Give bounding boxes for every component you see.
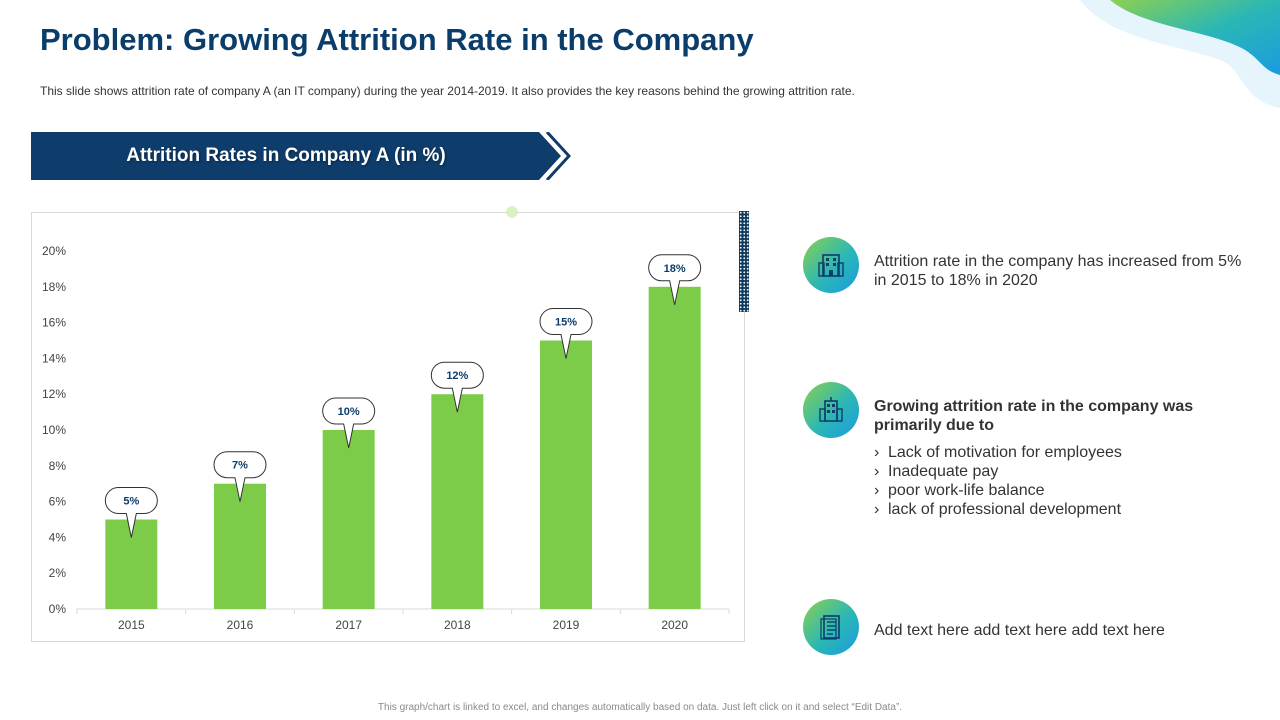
bar <box>540 340 592 609</box>
data-label: 15% <box>555 317 577 329</box>
data-label: 18% <box>664 263 686 275</box>
data-label: 10% <box>338 406 360 418</box>
x-tick-label: 2017 <box>335 618 362 632</box>
info-row-increase: Attrition rate in the company has increa… <box>803 237 1243 293</box>
y-tick-label: 4% <box>49 530 67 544</box>
y-tick-label: 20% <box>42 244 66 258</box>
chart-frame <box>31 212 745 642</box>
y-tick-label: 18% <box>42 280 66 294</box>
data-label-bubble <box>213 451 267 502</box>
info-text-reasons: Growing attrition rate in the company wa… <box>874 397 1244 519</box>
info-row-placeholder: Add text here add text here add text her… <box>803 599 1243 655</box>
list-item: › poor work-life balance <box>874 482 1045 499</box>
info-row-reasons: Growing attrition rate in the company wa… <box>803 382 1243 522</box>
corner-wave-decoration <box>1080 0 1280 108</box>
list-item: › Inadequate pay <box>874 463 999 480</box>
data-label-bubble <box>648 254 702 305</box>
x-tick-label: 2020 <box>661 618 688 632</box>
y-tick-label: 2% <box>49 566 67 580</box>
data-label: 7% <box>232 460 248 472</box>
bar <box>648 286 701 609</box>
info-text-placeholder: Add text here add text here add text her… <box>874 622 1165 639</box>
y-tick-label: 10% <box>42 423 66 437</box>
x-tick-label: 2015 <box>118 618 145 632</box>
chevron-right-icon: › <box>874 501 880 518</box>
y-tick-label: 16% <box>42 316 66 330</box>
y-tick-label: 14% <box>42 351 66 365</box>
data-label-bubble <box>539 308 593 359</box>
office-building-icon <box>803 382 859 438</box>
footnote: This graph/chart is linked to excel, and… <box>377 702 903 713</box>
y-tick-label: 0% <box>49 602 67 616</box>
page-subtitle: This slide shows attrition rate of compa… <box>40 84 855 98</box>
chart-frame-dot <box>506 206 518 218</box>
data-label: 5% <box>123 496 139 508</box>
data-label-bubble <box>322 397 376 449</box>
x-tick-label: 2018 <box>444 618 471 632</box>
chart-banner-arrow <box>31 132 571 180</box>
chevron-right-icon: › <box>874 482 880 499</box>
chevron-right-icon: › <box>874 463 880 480</box>
data-label-bubble <box>430 361 484 413</box>
reasons-list: › Lack of motivation for employees › Inade… <box>874 443 1244 519</box>
building-icon <box>803 237 859 293</box>
chevron-right-icon: › <box>874 444 880 461</box>
bar <box>431 394 484 609</box>
dotted-accent-bar <box>739 211 749 312</box>
bar <box>322 430 375 609</box>
page-title: Problem: Growing Attrition Rate in the C… <box>40 22 754 57</box>
data-label: 12% <box>446 370 468 382</box>
attrition-bar-chart: 0% 2% 4% 6% 8% 10% 12% 14% 16% 18% 20% 2015 5% 2016 7%… <box>42 244 730 632</box>
document-icon <box>803 599 859 655</box>
info-text-increase: Attrition rate in the company has increa… <box>874 253 1242 289</box>
x-tick-label: 2019 <box>553 618 580 632</box>
reasons-heading: Growing attrition rate in the company wa… <box>874 398 1194 434</box>
y-tick-label: 8% <box>49 459 67 473</box>
chart-banner-label: Attrition Rates in Company A (in %) <box>126 145 446 166</box>
list-item: › lack of professional development <box>874 501 1122 518</box>
data-label-bubble <box>104 487 158 538</box>
bar <box>214 483 266 609</box>
list-item: › Lack of motivation for employees <box>874 444 1122 461</box>
x-tick-label: 2016 <box>227 618 254 632</box>
y-tick-label: 6% <box>49 495 67 509</box>
y-tick-label: 12% <box>42 387 66 401</box>
